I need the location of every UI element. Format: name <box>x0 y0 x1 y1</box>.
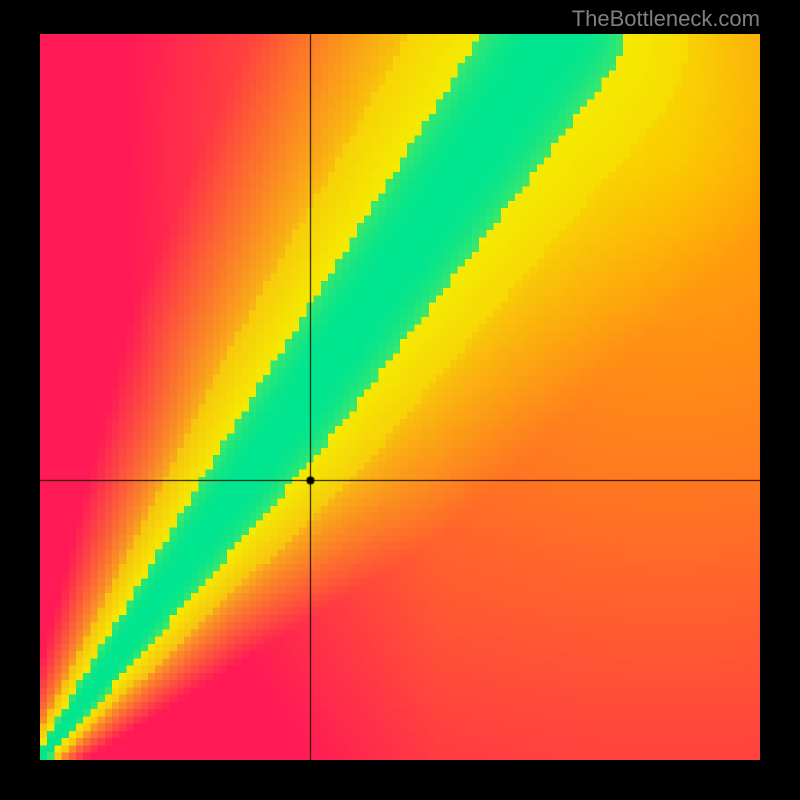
watermark-text: TheBottleneck.com <box>572 6 760 32</box>
crosshair-overlay <box>40 34 760 760</box>
chart-container: TheBottleneck.com <box>0 0 800 800</box>
